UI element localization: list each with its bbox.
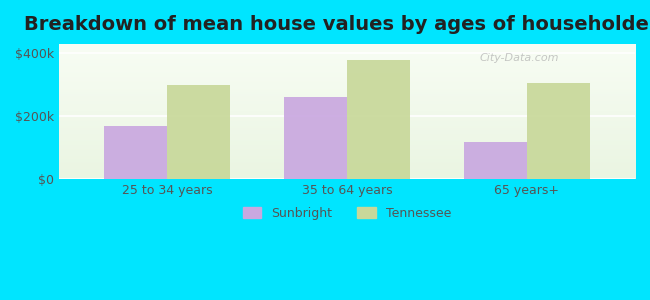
Bar: [284, 98, 347, 179]
Bar: [527, 83, 590, 179]
Legend: Sunbright, Tennessee: Sunbright, Tennessee: [237, 202, 456, 225]
Bar: [464, 142, 527, 179]
Bar: [104, 126, 167, 179]
Text: City-Data.com: City-Data.com: [480, 53, 559, 63]
Bar: [347, 60, 410, 179]
Title: Breakdown of mean house values by ages of householders: Breakdown of mean house values by ages o…: [24, 15, 650, 34]
Bar: [167, 85, 230, 179]
